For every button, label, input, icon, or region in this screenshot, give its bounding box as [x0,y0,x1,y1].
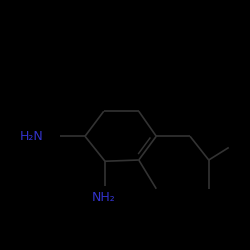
Text: NH₂: NH₂ [92,191,116,204]
Text: H₂N: H₂N [20,130,44,143]
